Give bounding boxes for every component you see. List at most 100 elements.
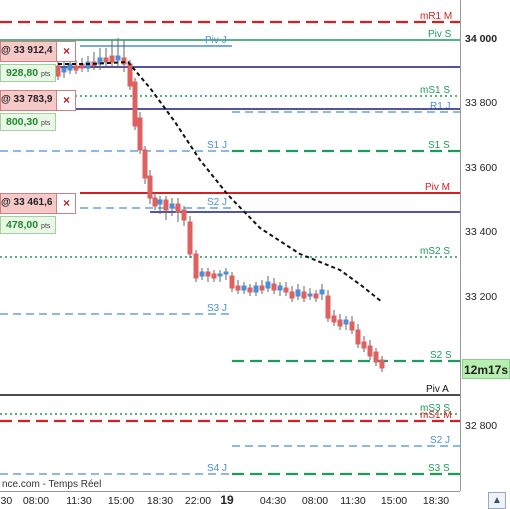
- level-label: Piv A: [426, 384, 449, 395]
- candle-body: [147, 175, 153, 199]
- candle-body: [337, 319, 343, 327]
- candle-body: [367, 345, 373, 357]
- price-tick-label: 33 800: [465, 97, 498, 109]
- time-tick-label: 22:00: [184, 495, 212, 507]
- candle-body: [331, 315, 337, 323]
- level-label: S2 S: [430, 350, 452, 361]
- candle-body: [67, 63, 73, 71]
- candle-body: [115, 55, 121, 61]
- price-tick-label: 33 600: [465, 162, 498, 174]
- level-label: mR1 M: [420, 11, 452, 22]
- order-profit-value: 800,30: [6, 116, 39, 128]
- order-profit-value: 478,00: [6, 219, 39, 231]
- candle-body: [301, 291, 307, 299]
- time-tick-label: 04:30: [259, 495, 287, 507]
- candle-body: [325, 295, 331, 319]
- order-profit-badge: 478,00 pts: [0, 216, 57, 234]
- candle-body: [361, 341, 367, 349]
- level-label: S1 J: [207, 140, 227, 151]
- time-tick-label: 11:30: [66, 495, 92, 507]
- level-label: mS2 S: [420, 246, 450, 257]
- candle-countdown-timer: 12m17s: [462, 359, 510, 379]
- candle-body: [235, 285, 241, 291]
- candle-body: [211, 273, 217, 279]
- candle-body: [265, 281, 271, 289]
- time-tick-label: 15:00: [107, 495, 135, 507]
- order-panel-1: @ 33 912,4 × 928,80 pts: [0, 41, 77, 82]
- level-label: S3 J: [207, 303, 227, 314]
- order-profit-value: 928,80: [6, 67, 39, 79]
- time-tick-label: 15:00: [380, 495, 408, 507]
- candle-body: [319, 289, 325, 295]
- candle-body: [247, 287, 253, 293]
- data-source-watermark: nce.com - Temps Réel: [0, 479, 104, 490]
- candle-body: [217, 273, 223, 277]
- level-label: mS3 S: [420, 403, 450, 414]
- scroll-up-icon[interactable]: ▲: [488, 492, 506, 509]
- candle-body: [343, 319, 349, 325]
- level-label: S2 J: [430, 435, 450, 446]
- order-panel-3: @ 33 461,6 × 478,00 pts: [0, 193, 77, 234]
- time-tick-label: 11:30: [340, 495, 366, 507]
- candle-body: [271, 283, 277, 291]
- candle-body: [259, 285, 265, 291]
- candle-body: [187, 221, 193, 255]
- order-price-box[interactable]: @ 33 461,6 ×: [0, 193, 77, 214]
- price-chart: mR1 M Piv S Piv J mS1 S R1 J S1 J S1 S Piv M S2 …: [0, 11, 460, 476]
- level-label: S4 J: [207, 463, 227, 474]
- order-profit-badge: 800,30 pts: [0, 113, 57, 131]
- price-tick-label: 34 000: [465, 33, 498, 45]
- time-tick-label: 4:30: [0, 495, 13, 507]
- candle-body: [137, 117, 143, 151]
- order-profit-unit: pts: [41, 223, 51, 230]
- order-profit-unit: pts: [41, 120, 51, 127]
- candle-body: [103, 57, 109, 63]
- level-label: R1 J: [430, 101, 451, 112]
- order-profit-unit: pts: [41, 71, 51, 78]
- candle-body: [283, 287, 289, 293]
- order-price-box[interactable]: @ 33 783,9 ×: [0, 90, 77, 111]
- level-label: mS1 S: [420, 85, 450, 96]
- candle-body: [223, 271, 229, 275]
- level-label: mS1 M: [420, 410, 452, 421]
- date-tick-label: 19: [220, 493, 234, 507]
- candle-body: [73, 65, 79, 71]
- level-label: Piv S: [428, 29, 452, 40]
- candle-body: [355, 329, 361, 345]
- price-chart-area[interactable]: mR1 M Piv S Piv J mS1 S R1 J S1 J S1 S Piv M S2 …: [0, 0, 460, 491]
- forecast-projection-line: [58, 60, 383, 303]
- candle-body: [289, 291, 295, 299]
- time-tick-label: 08:00: [22, 495, 50, 507]
- order-price: @ 33 783,9: [1, 94, 53, 105]
- time-tick-label: 18:30: [146, 495, 174, 507]
- candle-body: [127, 63, 133, 87]
- candle-body: [253, 285, 259, 293]
- candle-body: [61, 67, 67, 73]
- order-price: @ 33 912,4: [1, 45, 53, 56]
- candle-body: [169, 203, 175, 209]
- order-profit-badge: 928,80 pts: [0, 64, 57, 82]
- candle-body: [295, 289, 301, 297]
- candle-body: [205, 271, 211, 277]
- candle-body: [373, 351, 379, 363]
- close-order-icon[interactable]: ×: [56, 194, 76, 213]
- level-label: Piv M: [425, 182, 450, 193]
- candle-body: [229, 275, 235, 289]
- candle-body: [132, 81, 138, 127]
- candle-body: [277, 285, 283, 291]
- candle-body: [349, 321, 355, 331]
- price-axis[interactable]: 34 000 33 800 33 600 33 400 33 200 32 800: [460, 0, 510, 491]
- price-tick-label: 32 800: [465, 420, 498, 432]
- candle-body: [157, 199, 163, 205]
- level-label: S2 J: [207, 197, 227, 208]
- close-order-icon[interactable]: ×: [56, 42, 76, 61]
- close-order-icon[interactable]: ×: [56, 91, 76, 110]
- candle-body: [379, 359, 385, 369]
- level-label: S3 S: [428, 463, 450, 474]
- time-axis[interactable]: 4:30 08:00 11:30 15:00 18:30 22:00 19 04:30 08:0…: [0, 491, 460, 509]
- price-tick-label: 33 200: [465, 291, 498, 303]
- price-tick-label: 33 400: [465, 226, 498, 238]
- level-label: S1 S: [428, 140, 450, 151]
- order-price-box[interactable]: @ 33 912,4 ×: [0, 41, 77, 62]
